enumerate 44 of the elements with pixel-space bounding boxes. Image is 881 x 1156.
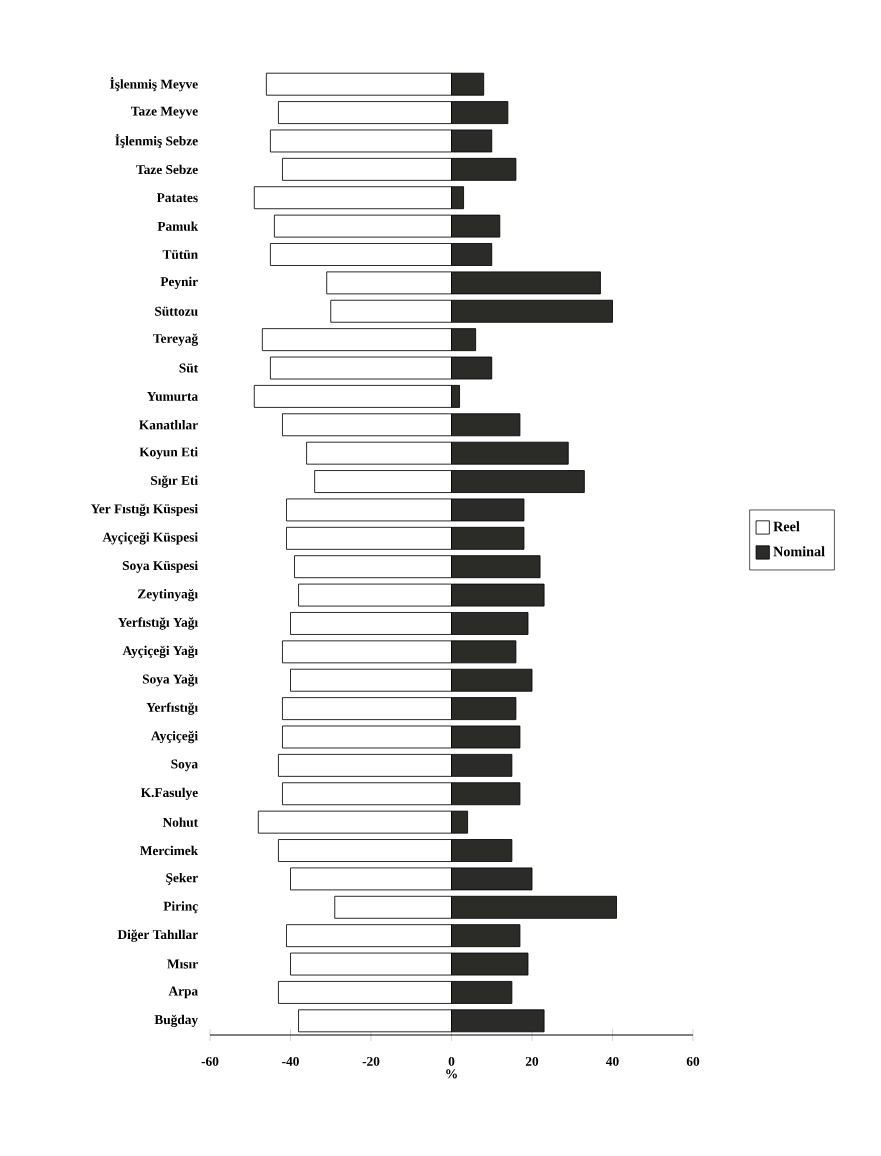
y-tick-label: Yumurta [146,391,198,401]
y-tick-label: Arpa [168,986,198,999]
x-tick-label: -20 [362,1056,380,1066]
y-tick-label: Buğday [154,1014,198,1027]
y-tick-label: Mercimek [140,845,199,856]
y-tick-label: Şeker [166,872,198,885]
x-tick-label: 0 [448,1056,455,1066]
y-tick-label: Soya [171,759,198,772]
x-tick-label: 20 [525,1056,539,1066]
y-tick-label: Sığır Eti [151,475,198,488]
y-tick-label: Yer Fıstığı Küspesi [90,503,198,517]
x-tick-label: -40 [282,1056,299,1066]
y-tick-label: Yerfıstığı Yağı [117,617,198,630]
y-tick-label: Pamuk [157,221,199,231]
y-tick-label: Zeytinyağı [138,588,198,602]
y-tick-label: K.Fasulye [140,787,198,800]
y-tick-label: Peynir [160,276,198,289]
y-tick-label: Ayçiçeği Küspesi [102,532,198,545]
y-tick-label: Pirinç [163,901,198,914]
y-tick-label: Yerfıstığı [146,702,198,715]
y-tick-label: Diğer Tahıllar [117,929,198,942]
y-tick-label: Süt [179,363,199,373]
x-axis-title: % [446,1069,457,1079]
y-tick-label: Tütün [162,249,198,260]
y-tick-label: Ayçiçeği [151,730,198,744]
x-tick-label: 40 [606,1056,619,1066]
y-tick-label: Tereyağ [153,333,198,346]
y-tick-label: Taze Sebze [136,164,198,175]
y-tick-label: İşlenmiş Sebze [115,133,198,149]
y-tick-label: Nohut [162,817,199,827]
x-tick-label: 60 [686,1056,700,1066]
y-tick-label: Taze Meyve [131,106,198,119]
y-tick-label: Ayçiçeği Yağı [122,645,198,659]
x-tick-label: -60 [201,1056,219,1066]
legend-label: Nominal [773,546,825,557]
y-tick-label: İşlenmiş Meyve [110,77,198,92]
y-tick-label: Patates [156,193,198,203]
y-tick-label: Soya Küspesi [122,560,198,573]
y-tick-label: Kanatlılar [139,420,198,430]
y-tick-label: Mısır [167,959,198,969]
y-tick-label: Soya Yağı [142,674,198,687]
legend-label: Reel [773,521,800,532]
y-tick-label: Süttozu [155,306,198,316]
y-tick-label: Koyun Eti [139,447,198,460]
